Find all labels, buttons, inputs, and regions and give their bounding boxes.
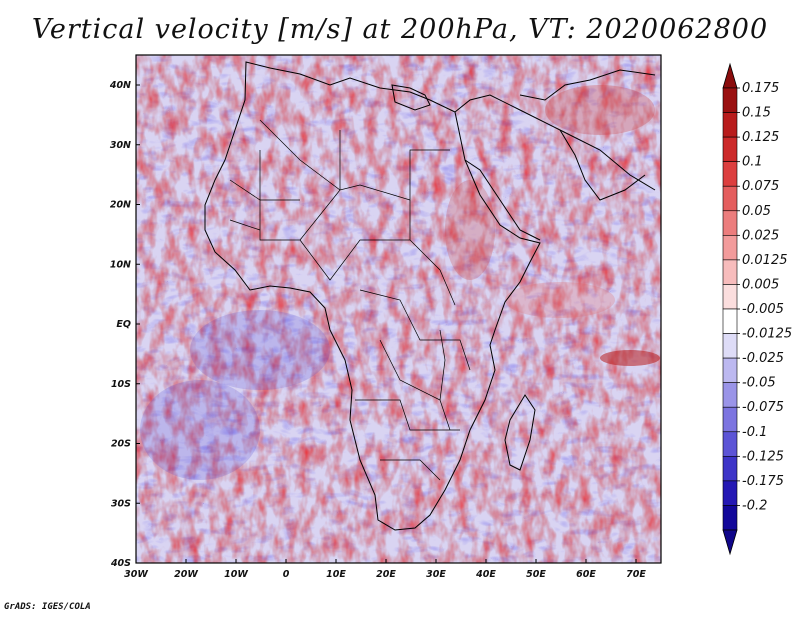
colorbar-swatch — [722, 431, 738, 457]
colorbar-label: 0.125 — [742, 130, 779, 145]
colorbar-label: 0.1 — [742, 155, 763, 170]
colorbar-swatch — [722, 505, 738, 531]
colorbar-swatch — [722, 87, 738, 113]
colorbar-swatch — [722, 210, 738, 236]
lat-label: EQ — [116, 319, 131, 330]
latitude-labels: 40N 30N 20N 10N EQ 10S 20S 30S 40S — [109, 80, 140, 569]
lon-label: 10W — [224, 569, 248, 580]
lat-label: 40N — [109, 80, 131, 91]
colorbar-label: 0.05 — [742, 204, 771, 219]
colorbar-swatch — [722, 480, 738, 506]
colorbar-label: -0.2 — [742, 498, 767, 513]
grads-credit: GrADS: IGES/COLA — [4, 602, 91, 612]
colorbar-swatch — [722, 112, 738, 138]
country-borders — [229, 119, 471, 481]
colorbar-swatch — [722, 406, 738, 433]
colorbar-top-arrow — [722, 62, 738, 89]
coastlines — [204, 61, 656, 531]
lat-label: 30N — [110, 140, 131, 151]
colorbar: 0.175 0.15 0.125 0.1 0.075 0.05 0.025 0.0125 0.0… — [722, 62, 792, 556]
lon-label: 20W — [174, 569, 198, 580]
colorbar-swatch — [722, 456, 738, 482]
lon-label: 30W — [124, 569, 148, 580]
colorbar-label: 0.025 — [742, 228, 779, 243]
colorbar-label: 0.005 — [742, 277, 779, 292]
longitude-labels: 30W 20W 10W 0 10E 20E 30E 40E 50E 60E 70E — [124, 559, 646, 580]
lon-label: 10E — [326, 569, 346, 580]
lat-label: 30S — [111, 498, 131, 509]
lon-label: 0 — [283, 569, 290, 580]
colorbar-label: -0.1 — [742, 425, 767, 440]
colorbar-swatch — [722, 382, 738, 408]
lon-label: 30E — [426, 569, 446, 580]
colorbar-swatch — [722, 161, 738, 187]
lat-label: 20N — [110, 200, 131, 211]
lon-label: 40E — [475, 569, 496, 580]
lon-label: 60E — [576, 569, 596, 580]
map-frame — [135, 54, 662, 564]
colorbar-swatch — [722, 357, 738, 383]
colorbar-label: -0.005 — [742, 302, 784, 317]
velocity-field — [136, 55, 661, 563]
lat-label: 10N — [110, 259, 131, 270]
colorbar-swatch — [722, 259, 738, 285]
colorbar-swatch — [722, 136, 738, 162]
colorbar-label: -0.125 — [742, 449, 784, 464]
lat-label: 10S — [111, 379, 131, 390]
colorbar-label: 0.15 — [742, 106, 771, 121]
colorbar-label: -0.05 — [742, 376, 776, 391]
colorbar-label: 0.075 — [742, 179, 779, 194]
colorbar-label: -0.175 — [742, 474, 784, 489]
colorbar-label: 0.175 — [742, 81, 779, 96]
colorbar-bottom-arrow — [722, 529, 738, 556]
colorbar-label: 0.0125 — [742, 253, 788, 268]
colorbar-label: -0.025 — [742, 351, 784, 366]
colorbar-swatch — [722, 284, 738, 310]
colorbar-swatch — [722, 235, 738, 261]
lat-label: 20S — [111, 439, 131, 450]
colorbar-swatch — [722, 185, 738, 212]
colorbar-swatch — [722, 308, 738, 334]
lat-label: 40S — [110, 558, 131, 569]
lon-label: 50E — [526, 569, 546, 580]
lon-label: 70E — [626, 569, 646, 580]
colorbar-label: -0.0125 — [742, 327, 792, 342]
lon-label: 20E — [376, 569, 396, 580]
colorbar-swatch — [722, 333, 738, 359]
colorbar-label: -0.075 — [742, 400, 784, 415]
map-title: Vertical velocity [m/s] at 200hPa, VT: 2… — [31, 14, 769, 45]
